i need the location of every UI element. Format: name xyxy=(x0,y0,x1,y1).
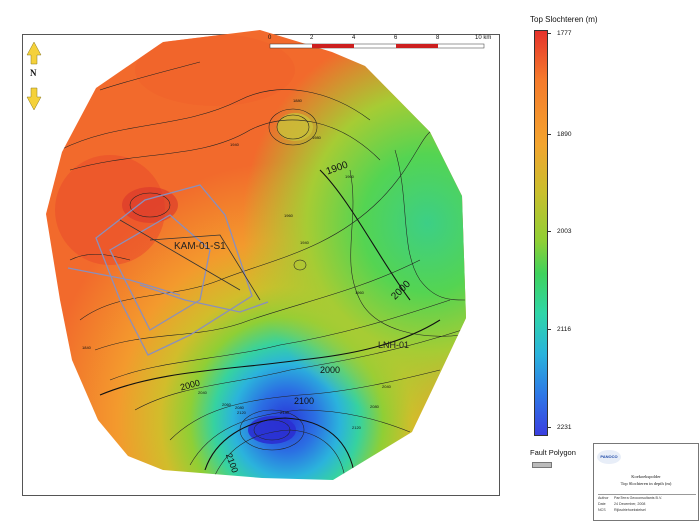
title-block-rows: Author PanTerra Geoconsultants B.V. Date 2… xyxy=(598,494,696,513)
title-block-row: NCS Rijksdriehoekstelsel xyxy=(598,508,646,512)
contour-label: 1840 xyxy=(82,345,91,350)
contour-label: 2120 xyxy=(352,425,361,430)
colorbar-tick xyxy=(547,329,551,330)
scale-label-0: 0 xyxy=(268,35,272,41)
company-logo: PANOCO xyxy=(597,450,621,464)
contour-label: 1960 xyxy=(345,174,354,179)
title-block-row: Date 24 December, 2008 xyxy=(598,502,646,506)
depth-surface xyxy=(46,30,466,480)
fault-legend-label: Fault Polygon xyxy=(530,448,576,457)
scale-label-2: 2 xyxy=(310,35,314,41)
contour-label: 2000 xyxy=(320,365,341,375)
contour-label: 2120 xyxy=(237,410,246,415)
contour-lines xyxy=(59,61,466,479)
colorbar-tick xyxy=(547,134,551,135)
title-block-subtitle: Top Slochteren in depth (m) xyxy=(620,481,672,486)
well-label-lnh: LNH-01 xyxy=(378,340,410,350)
contour-label: 2080 xyxy=(235,405,244,410)
title-block: PANOCO Koekoekspolder Top Slochteren in … xyxy=(593,443,699,521)
depth-colorbar xyxy=(534,30,548,436)
colorbar-tick xyxy=(547,427,551,428)
colorbar-label-1777: 1777 xyxy=(557,30,572,37)
colorbar-label-2231: 2231 xyxy=(557,424,572,431)
scale-bar xyxy=(269,43,485,49)
north-letter: N xyxy=(30,68,37,78)
colorbar-label-2003: 2003 xyxy=(557,228,572,235)
scale-label-4: 4 xyxy=(352,35,356,41)
contour-label: 2040 xyxy=(382,384,391,389)
contour-label: 1940 xyxy=(230,142,239,147)
legend-title: Top Slochteren (m) xyxy=(530,15,598,24)
title-block-row: Author PanTerra Geoconsultants B.V. xyxy=(598,496,663,500)
fault-polygons xyxy=(67,184,269,356)
title-block-title: Koekoekspolder xyxy=(631,474,661,479)
colorbar-tick xyxy=(547,33,551,34)
contour-label: 2060 xyxy=(222,402,231,407)
contour-label: 2040 xyxy=(198,390,207,395)
contour-label: 1960 xyxy=(284,213,293,218)
contour-label: 1940 xyxy=(300,240,309,245)
contour-label: 2140 xyxy=(280,410,289,415)
scale-label-8: 8 xyxy=(436,35,440,41)
index-contours xyxy=(99,169,441,479)
scale-label-10km: 10 km xyxy=(475,35,492,41)
contour-label: 2080 xyxy=(370,404,379,409)
fault-traces xyxy=(119,219,261,301)
scale-label-6: 6 xyxy=(394,35,398,41)
contour-label: 1880 xyxy=(293,98,302,103)
contour-label: 1960 xyxy=(355,290,364,295)
contour-label: 2100 xyxy=(294,396,315,406)
well-label-kam: KAM-01-S1 xyxy=(174,241,226,252)
north-arrow xyxy=(26,41,42,111)
colorbar-label-2116: 2116 xyxy=(557,326,571,333)
contour-label: 1980 xyxy=(312,135,321,140)
colorbar-label-1890: 1890 xyxy=(557,131,572,138)
colorbar-tick xyxy=(547,231,551,232)
fault-legend-swatch xyxy=(532,462,552,468)
